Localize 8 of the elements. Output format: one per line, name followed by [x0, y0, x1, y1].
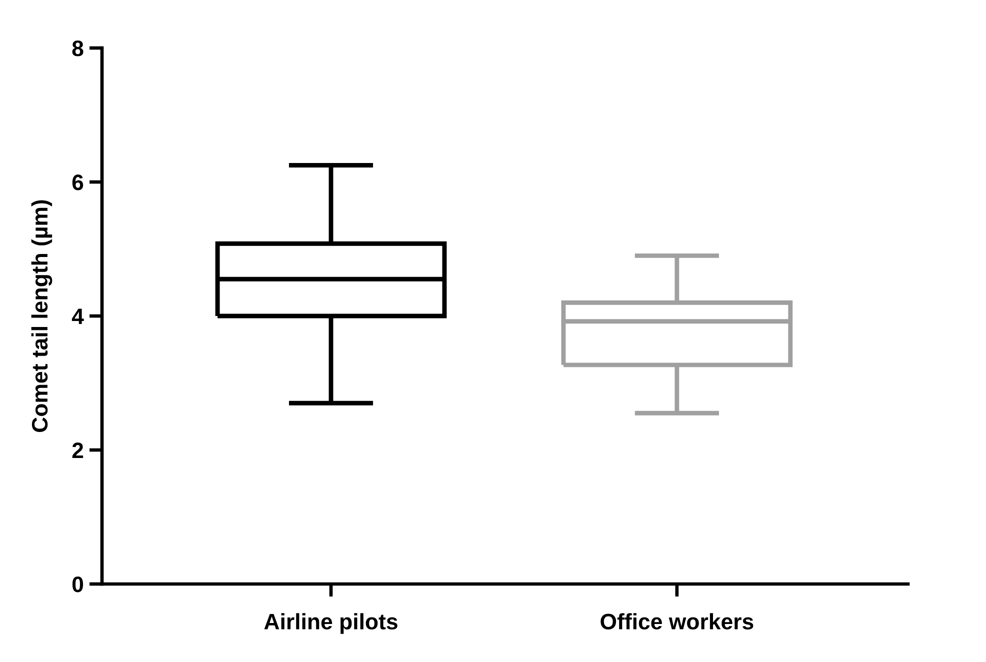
x-tick-label: Airline pilots: [264, 613, 398, 634]
y-tick-label: 0: [72, 576, 84, 592]
y-axis-title: Comet tail length (µm): [31, 200, 52, 432]
x-tick-label: Office workers: [600, 613, 754, 630]
y-tick-label: 4: [72, 308, 84, 324]
y-tick-label: 2: [72, 442, 84, 458]
y-tick-label: 8: [72, 40, 84, 56]
y-tick-label: 6: [72, 174, 84, 190]
